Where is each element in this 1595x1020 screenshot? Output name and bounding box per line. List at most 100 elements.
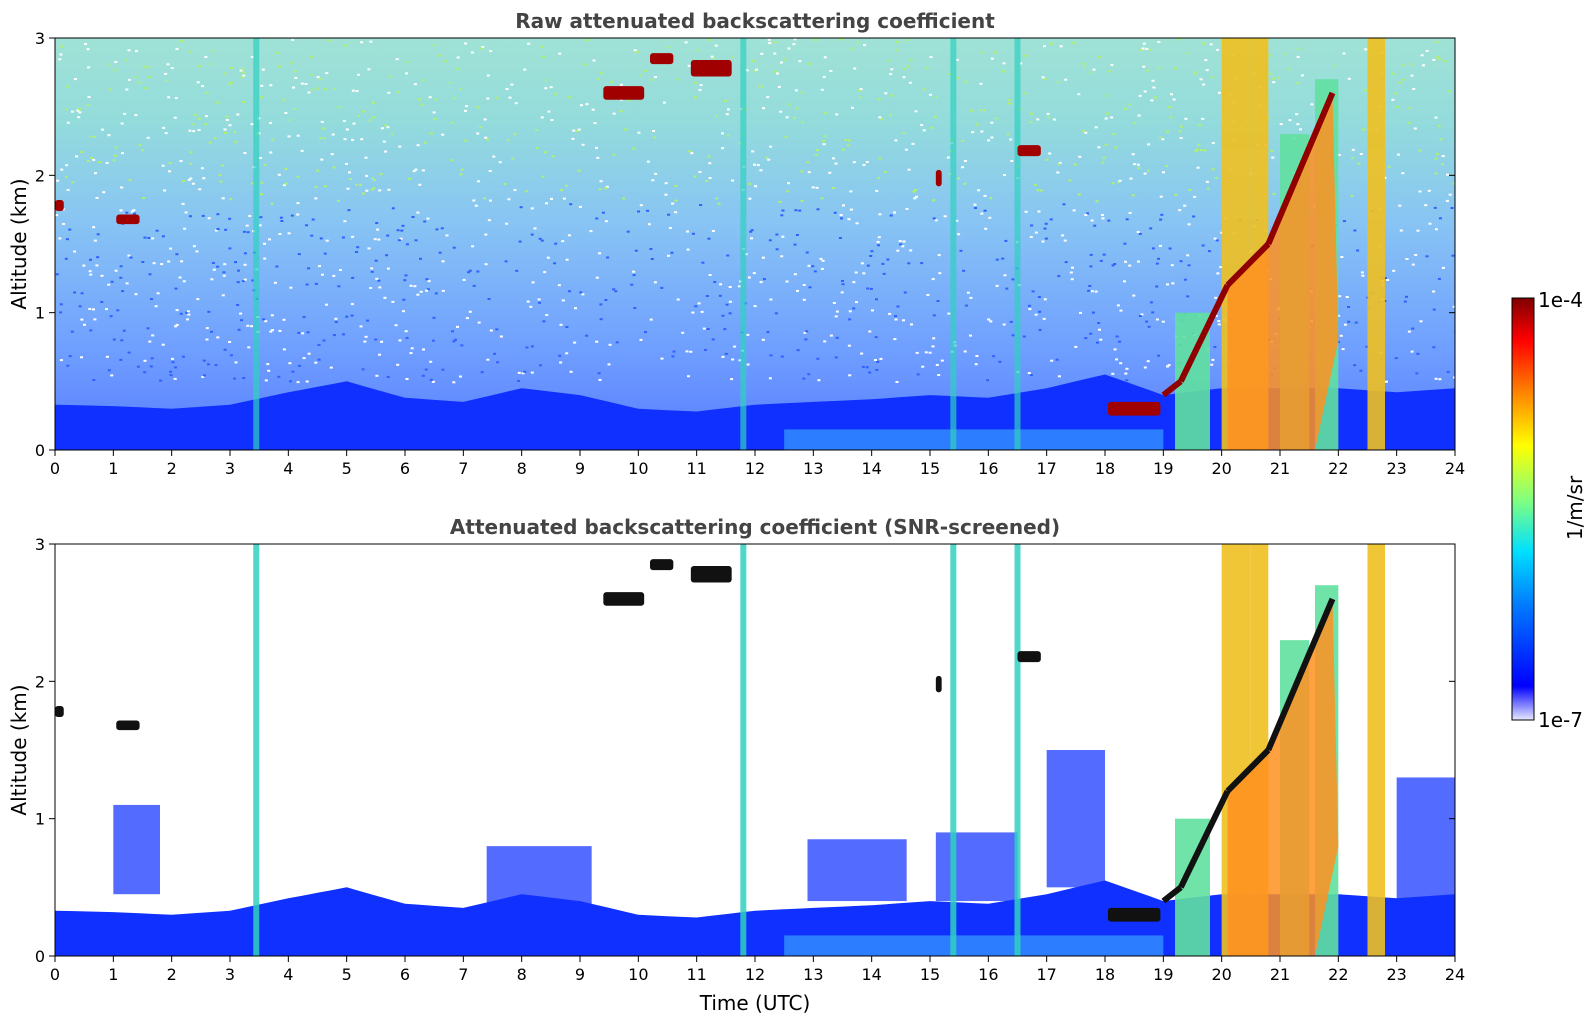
speckle <box>311 218 315 221</box>
speckle <box>282 98 286 101</box>
speckle <box>862 272 866 275</box>
speckle <box>159 379 163 382</box>
speckle <box>434 98 438 101</box>
speckle <box>181 202 185 205</box>
speckle <box>964 304 968 307</box>
panel-raw: Raw attenuated backscattering coefficien… <box>7 9 1465 478</box>
speckle <box>868 330 872 333</box>
speckle <box>983 194 987 197</box>
speckle <box>1104 117 1108 120</box>
speckle <box>396 91 400 94</box>
speckle <box>278 233 282 235</box>
speckle <box>1117 181 1120 184</box>
speckle <box>452 97 456 100</box>
speckle <box>877 236 881 239</box>
speckle <box>414 168 418 171</box>
speckle <box>1419 320 1423 323</box>
speckle <box>270 314 274 317</box>
speckle <box>1210 363 1214 366</box>
speckle <box>1437 277 1441 280</box>
speckle <box>723 328 727 331</box>
speckle <box>1183 278 1187 281</box>
speckle <box>1105 94 1109 97</box>
speckle <box>672 350 676 353</box>
speckle <box>553 262 557 265</box>
speckle <box>222 271 226 274</box>
speckle <box>1410 74 1414 77</box>
speckle <box>660 286 664 289</box>
speckle <box>1209 43 1213 46</box>
speckle <box>1030 224 1034 227</box>
speckle <box>969 296 973 299</box>
speckle <box>690 152 694 155</box>
speckle <box>316 169 320 172</box>
speckle <box>1110 116 1114 119</box>
speckle <box>714 44 718 47</box>
speckle <box>288 362 292 365</box>
speckle <box>811 265 815 268</box>
speckle <box>412 170 416 173</box>
speckle <box>838 237 842 239</box>
speckle <box>213 137 217 140</box>
speckle <box>228 124 232 127</box>
speckle <box>175 309 179 312</box>
speckle <box>841 283 845 286</box>
speckle <box>191 182 195 185</box>
speckle <box>364 335 368 338</box>
speckle <box>405 60 409 63</box>
speckle <box>906 65 910 68</box>
speckle <box>319 237 323 240</box>
speckle <box>291 370 295 373</box>
speckle <box>1214 296 1218 299</box>
speckle <box>1131 153 1135 156</box>
speckle <box>963 160 967 162</box>
speckle <box>755 68 758 71</box>
speckle <box>980 51 984 54</box>
speckle <box>607 363 611 366</box>
speckle <box>674 199 678 202</box>
speckle <box>197 117 201 120</box>
speckle <box>911 142 915 145</box>
speckle <box>357 73 360 76</box>
speckle <box>671 355 675 358</box>
speckle <box>476 132 480 135</box>
speckle <box>529 305 533 308</box>
speckle <box>1337 153 1341 156</box>
speckle <box>205 92 209 95</box>
speckle <box>1145 320 1149 323</box>
speckle <box>474 204 478 207</box>
speckle <box>708 162 712 165</box>
speckle <box>754 185 758 188</box>
speckle <box>922 88 926 91</box>
speckle <box>1137 260 1140 263</box>
speckle <box>767 38 771 41</box>
speckle <box>367 247 371 250</box>
speckle <box>750 229 754 232</box>
speckle <box>760 52 764 55</box>
speckle <box>282 318 286 321</box>
speckle <box>218 174 222 176</box>
speckle <box>223 348 227 351</box>
speckle <box>1072 41 1076 44</box>
speckle <box>168 170 171 173</box>
speckle <box>113 69 117 72</box>
speckle <box>1201 244 1205 247</box>
x-tick-label: 11 <box>686 965 706 984</box>
speckle <box>1337 314 1341 317</box>
speckle <box>89 135 93 138</box>
speckle <box>571 137 575 140</box>
speckle <box>1090 219 1094 222</box>
speckle <box>633 49 637 52</box>
speckle <box>1077 93 1081 96</box>
aerosol-patch <box>935 832 1018 902</box>
speckle <box>108 88 112 91</box>
speckle <box>1434 377 1438 380</box>
speckle <box>714 197 718 200</box>
speckle <box>549 86 553 89</box>
speckle <box>370 267 374 270</box>
speckle <box>200 167 204 170</box>
speckle <box>934 96 938 99</box>
speckle <box>1146 360 1150 363</box>
speckle <box>840 217 843 220</box>
speckle <box>420 103 424 106</box>
